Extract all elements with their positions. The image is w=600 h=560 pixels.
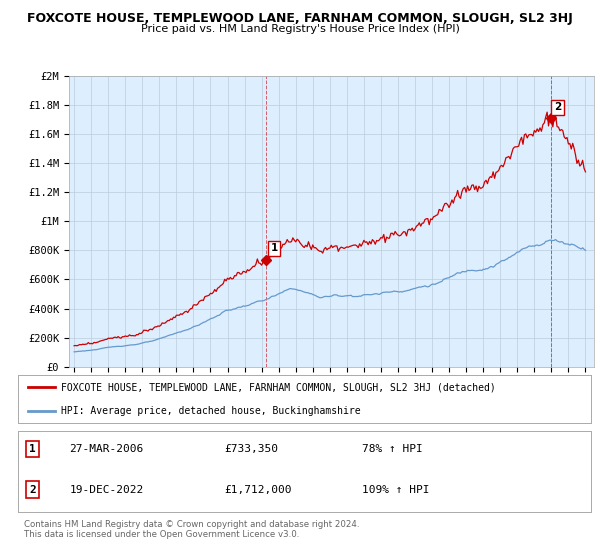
Text: 19-DEC-2022: 19-DEC-2022 [70,484,144,494]
Text: 2: 2 [554,102,562,113]
Text: Price paid vs. HM Land Registry's House Price Index (HPI): Price paid vs. HM Land Registry's House … [140,24,460,34]
Text: HPI: Average price, detached house, Buckinghamshire: HPI: Average price, detached house, Buck… [61,406,361,416]
Text: 27-MAR-2006: 27-MAR-2006 [70,444,144,454]
Text: 1: 1 [271,244,278,253]
Text: FOXCOTE HOUSE, TEMPLEWOOD LANE, FARNHAM COMMON, SLOUGH, SL2 3HJ (detached): FOXCOTE HOUSE, TEMPLEWOOD LANE, FARNHAM … [61,382,496,392]
Text: £733,350: £733,350 [224,444,278,454]
Text: £1,712,000: £1,712,000 [224,484,292,494]
Text: 109% ↑ HPI: 109% ↑ HPI [362,484,430,494]
Text: FOXCOTE HOUSE, TEMPLEWOOD LANE, FARNHAM COMMON, SLOUGH, SL2 3HJ: FOXCOTE HOUSE, TEMPLEWOOD LANE, FARNHAM … [27,12,573,25]
Text: 78% ↑ HPI: 78% ↑ HPI [362,444,422,454]
Text: 1: 1 [29,444,36,454]
Text: 2: 2 [29,484,36,494]
Text: Contains HM Land Registry data © Crown copyright and database right 2024.
This d: Contains HM Land Registry data © Crown c… [24,520,359,539]
